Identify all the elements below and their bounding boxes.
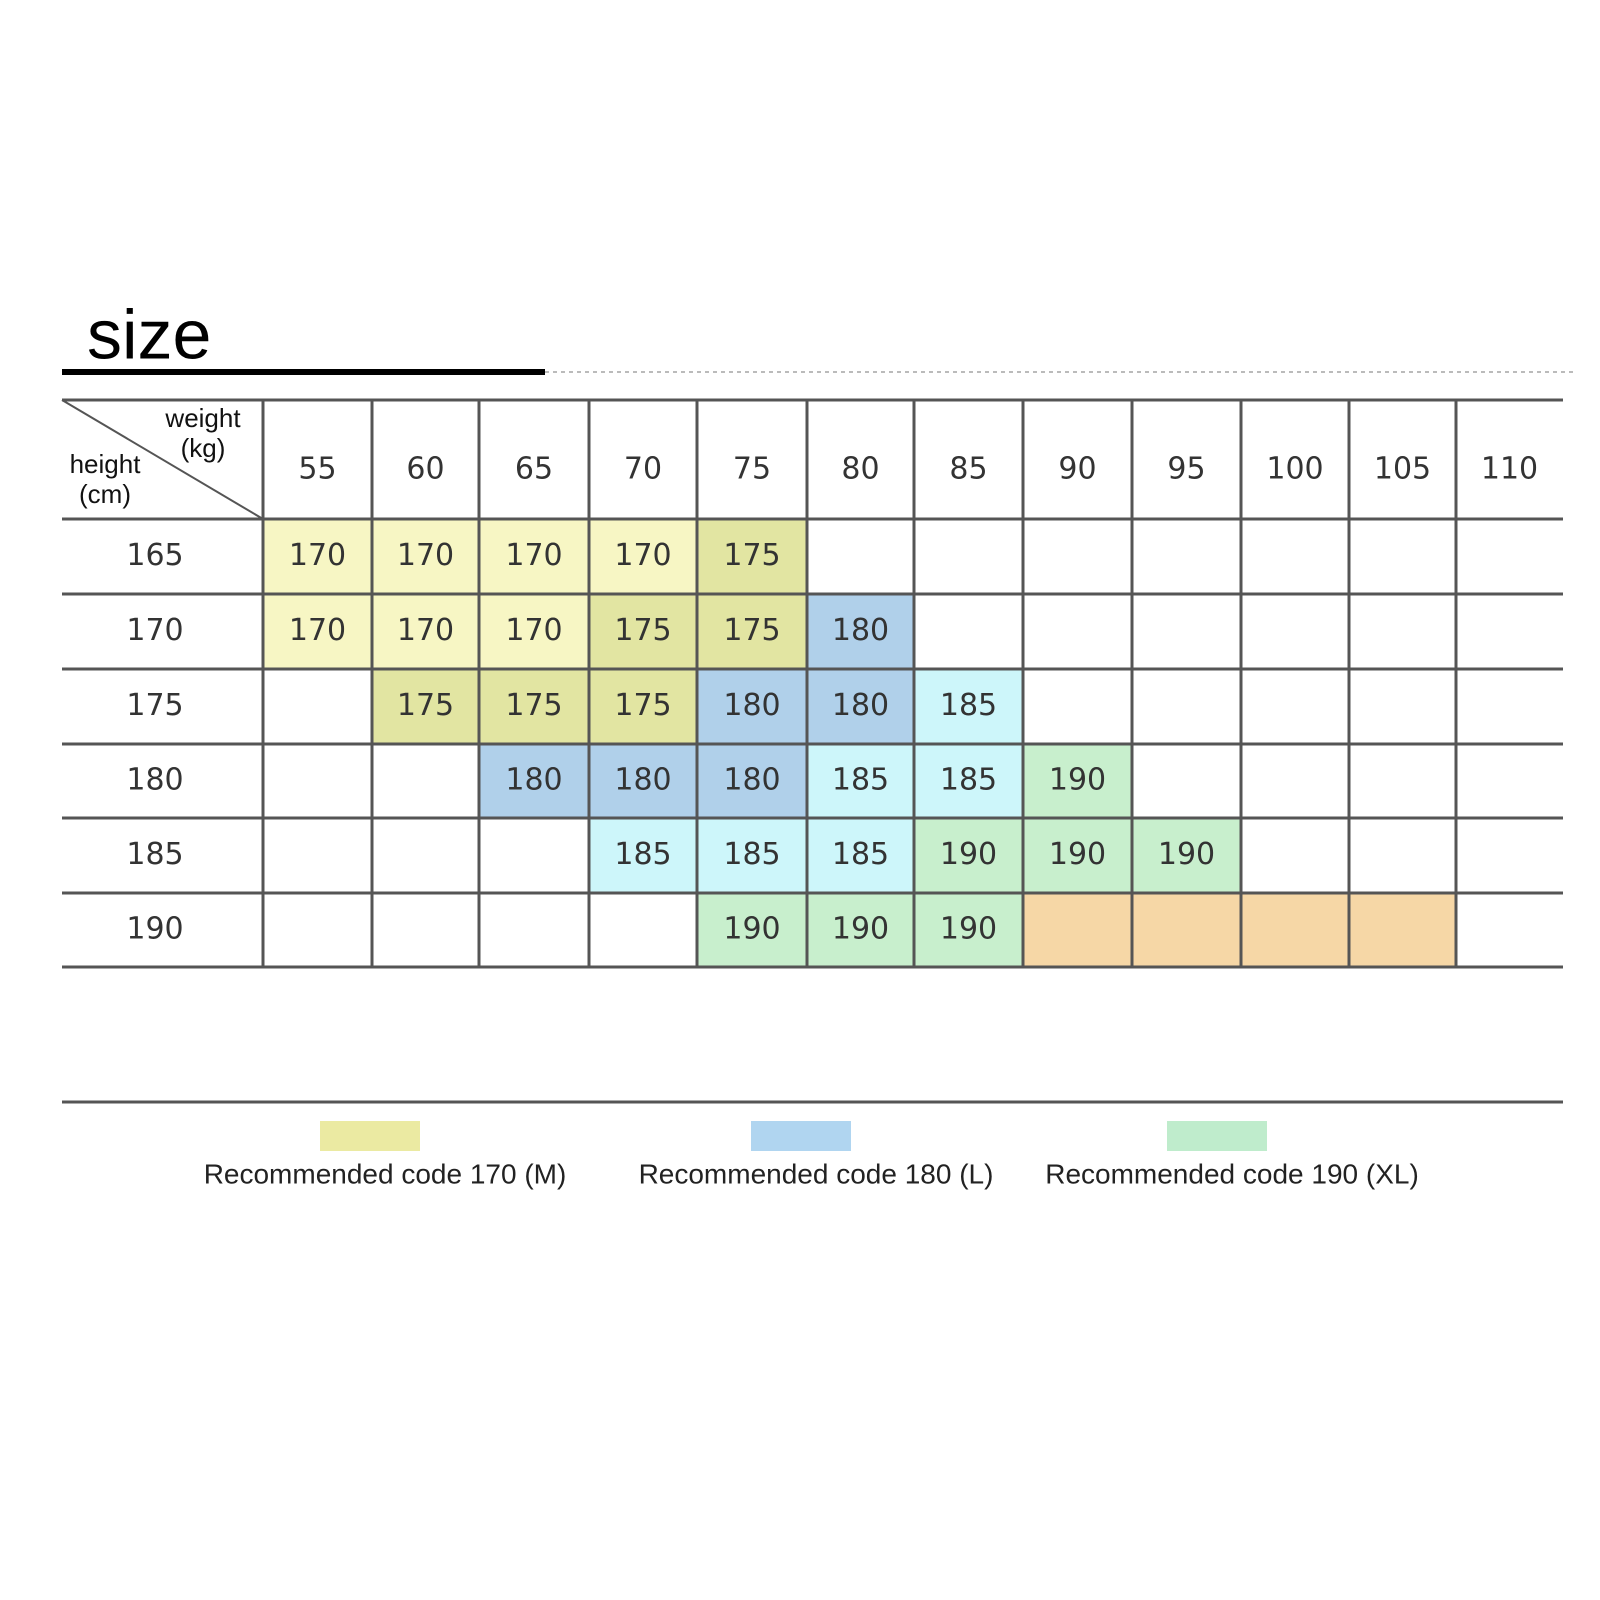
cell-value: 190 xyxy=(940,912,997,947)
cell-background xyxy=(807,594,914,669)
cell-value: 180 xyxy=(723,688,780,723)
cell-background xyxy=(372,519,479,594)
cell-value: 190 xyxy=(1158,837,1215,872)
cell-value: 175 xyxy=(614,688,671,723)
legend-swatch xyxy=(320,1121,420,1151)
cell-background xyxy=(1132,893,1241,967)
column-header: 75 xyxy=(733,452,771,487)
title: size xyxy=(87,295,211,373)
cell-background xyxy=(1023,818,1132,893)
row-header: 165 xyxy=(126,538,183,573)
cell-value: 185 xyxy=(940,763,997,798)
column-header: 90 xyxy=(1058,452,1096,487)
corner-weight-label: weight xyxy=(164,403,241,433)
row-header: 175 xyxy=(126,688,183,723)
cell-value: 170 xyxy=(289,538,346,573)
cell-value: 190 xyxy=(1049,837,1106,872)
cell-value: 185 xyxy=(940,688,997,723)
cell-background xyxy=(697,818,807,893)
column-header: 110 xyxy=(1481,452,1538,487)
column-header: 60 xyxy=(406,452,444,487)
cell-background xyxy=(479,519,589,594)
cell-background xyxy=(697,519,807,594)
cell-background xyxy=(914,893,1023,967)
column-header: 70 xyxy=(624,452,662,487)
cell-background xyxy=(589,519,697,594)
cell-background xyxy=(589,818,697,893)
cell-value: 175 xyxy=(723,538,780,573)
cell-value: 180 xyxy=(505,763,562,798)
legend-label: Recommended code 170 (M) xyxy=(204,1158,567,1189)
cell-background xyxy=(697,893,807,967)
column-header: 65 xyxy=(515,452,553,487)
cell-value: 185 xyxy=(832,763,889,798)
corner-diagonal xyxy=(61,399,264,520)
cell-background xyxy=(479,744,589,818)
cell-value: 190 xyxy=(1049,763,1106,798)
corner-height-label: height xyxy=(70,449,142,479)
cell-background xyxy=(1023,893,1132,967)
cell-background xyxy=(697,744,807,818)
cell-value: 180 xyxy=(832,613,889,648)
legend-label: Recommended code 180 (L) xyxy=(639,1158,994,1189)
cell-background xyxy=(263,594,372,669)
cell-value: 170 xyxy=(505,538,562,573)
legend-swatch xyxy=(1167,1121,1267,1151)
cell-background xyxy=(697,669,807,744)
column-header: 95 xyxy=(1167,452,1205,487)
cell-background xyxy=(1023,744,1132,818)
cell-background xyxy=(589,594,697,669)
cell-value: 180 xyxy=(832,688,889,723)
cell-value: 170 xyxy=(614,538,671,573)
cell-background xyxy=(372,594,479,669)
cell-value: 175 xyxy=(723,613,780,648)
cell-background xyxy=(697,594,807,669)
cell-value: 175 xyxy=(614,613,671,648)
cell-value: 185 xyxy=(723,837,780,872)
cell-value: 180 xyxy=(723,763,780,798)
cell-value: 190 xyxy=(940,837,997,872)
cell-background xyxy=(589,669,697,744)
cell-background xyxy=(1132,818,1241,893)
cell-background xyxy=(807,669,914,744)
cell-background xyxy=(914,669,1023,744)
cell-value: 170 xyxy=(289,613,346,648)
cell-background xyxy=(1241,893,1349,967)
cell-background xyxy=(479,669,589,744)
cell-value: 170 xyxy=(397,613,454,648)
cell-background xyxy=(1349,893,1456,967)
column-header: 55 xyxy=(298,452,336,487)
cell-background xyxy=(807,818,914,893)
column-header: 105 xyxy=(1374,452,1431,487)
cell-value: 185 xyxy=(614,837,671,872)
row-header: 185 xyxy=(126,837,183,872)
legend-swatch xyxy=(751,1121,851,1151)
cell-background xyxy=(914,818,1023,893)
row-header: 170 xyxy=(126,613,183,648)
legend-label: Recommended code 190 (XL) xyxy=(1045,1158,1419,1189)
cell-background xyxy=(914,744,1023,818)
cell-background xyxy=(807,744,914,818)
cell-value: 175 xyxy=(397,688,454,723)
column-header: 85 xyxy=(949,452,987,487)
row-header: 180 xyxy=(126,763,183,798)
cell-background xyxy=(372,669,479,744)
cell-background xyxy=(589,744,697,818)
row-header: 190 xyxy=(126,912,183,947)
column-header: 100 xyxy=(1266,452,1323,487)
corner-height-label: (cm) xyxy=(79,479,131,509)
cell-background xyxy=(263,519,372,594)
cell-value: 190 xyxy=(832,912,889,947)
cell-background xyxy=(479,594,589,669)
cell-value: 170 xyxy=(397,538,454,573)
cell-value: 190 xyxy=(723,912,780,947)
cell-value: 175 xyxy=(505,688,562,723)
corner-weight-label: (kg) xyxy=(181,433,226,463)
cell-value: 180 xyxy=(614,763,671,798)
column-header: 80 xyxy=(841,452,879,487)
cell-background xyxy=(807,893,914,967)
cell-value: 170 xyxy=(505,613,562,648)
cell-value: 185 xyxy=(832,837,889,872)
